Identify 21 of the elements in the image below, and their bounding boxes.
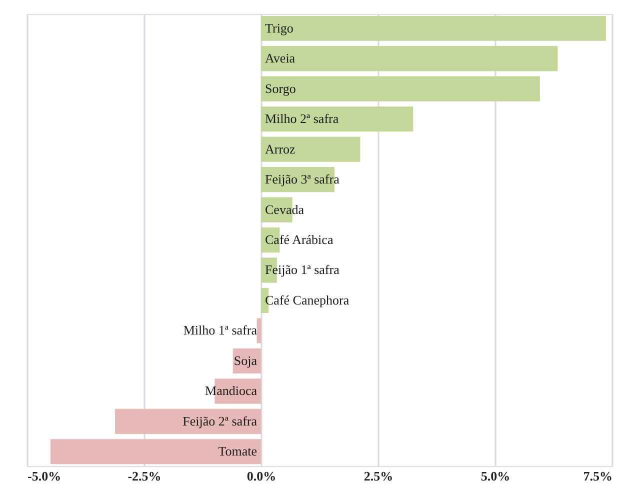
x-tick-label: 7.5% xyxy=(583,468,612,484)
y-tick-label: Cevada xyxy=(265,202,304,217)
x-tick-label: -5.0% xyxy=(28,468,62,484)
y-tick-label: Mandioca xyxy=(205,383,258,398)
x-tick-label: 2.5% xyxy=(364,468,394,484)
y-tick-label: Aveia xyxy=(265,50,296,66)
y-tick-label: Trigo xyxy=(265,20,294,36)
y-tick-label: Café Canephora xyxy=(265,292,350,308)
y-tick-label: Tomate xyxy=(218,444,258,459)
x-tick-label: 0.0% xyxy=(246,468,276,484)
y-tick-label: Feijão 2ª safra xyxy=(182,413,258,428)
y-tick-label: Café Arábica xyxy=(265,232,334,247)
y-tick-label: Milho 2ª safra xyxy=(265,111,339,126)
y-tick-label: Feijão 1ª safra xyxy=(265,262,340,278)
y-tick-label: Soja xyxy=(234,352,258,368)
y-tick-label: Feijão 3ª safra xyxy=(265,172,340,187)
y-tick-label: Arroz xyxy=(265,141,296,156)
x-tick-label: 5.0% xyxy=(480,468,510,484)
x-tick-label: -2.5% xyxy=(128,468,162,484)
y-tick-label: Milho 1ª safra xyxy=(183,322,258,338)
y-tick-label: Sorgo xyxy=(265,80,296,96)
